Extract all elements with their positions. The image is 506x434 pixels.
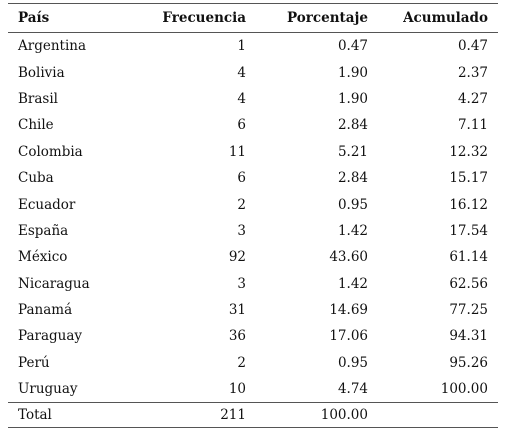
cell-country: Perú <box>18 354 50 371</box>
table-header: País Frecuencia Porcentaje Acumulado <box>8 3 498 33</box>
cell-country: Uruguay <box>18 381 78 398</box>
total-percentage: 100.00 <box>256 402 378 429</box>
cell-cumulative: 2.37 <box>457 64 488 81</box>
cell-frequency: 4 <box>237 64 246 81</box>
table-row: Paraguay 36 17.06 94.31 <box>8 323 498 349</box>
cell-cumulative: 77.25 <box>449 302 488 319</box>
cell-cumulative: 62.56 <box>449 275 488 292</box>
header-row: País Frecuencia Porcentaje Acumulado <box>8 3 498 33</box>
cell-cumulative: 0.47 <box>457 38 488 55</box>
table-row: Cuba 6 2.84 15.17 <box>8 165 498 191</box>
total-row: Total 211 100.00 <box>8 402 498 429</box>
cell-frequency: 3 <box>237 222 246 239</box>
table-row: Panamá 31 14.69 77.25 <box>8 297 498 323</box>
cell-cumulative: 95.26 <box>449 354 488 371</box>
table-row: Colombia 11 5.21 12.32 <box>8 139 498 165</box>
cell-country: España <box>18 222 69 239</box>
cell-country: Bolivia <box>18 64 65 81</box>
cell-country: México <box>18 249 68 266</box>
cell-frequency: 11 <box>228 143 246 160</box>
cell-percentage: 1.90 <box>337 64 368 81</box>
cell-country: Cuba <box>18 170 54 187</box>
cell-percentage: 43.60 <box>329 249 368 266</box>
cell-frequency: 2 <box>237 196 246 213</box>
country-frequency-table: País Frecuencia Porcentaje Acumulado Arg… <box>8 3 498 429</box>
cell-percentage: 0.95 <box>337 196 368 213</box>
table-row: España 3 1.42 17.54 <box>8 218 498 244</box>
total-label: Total <box>8 402 142 429</box>
cell-cumulative: 17.54 <box>449 222 488 239</box>
cell-percentage: 2.84 <box>337 117 368 134</box>
table-footer: Total 211 100.00 <box>8 402 498 429</box>
cell-cumulative: 16.12 <box>449 196 488 213</box>
table-row: Nicaragua 3 1.42 62.56 <box>8 271 498 297</box>
cell-percentage: 14.69 <box>329 302 368 319</box>
table-row: Bolivia 4 1.90 2.37 <box>8 59 498 85</box>
cell-cumulative: 100.00 <box>440 381 488 398</box>
table-row: Chile 6 2.84 7.11 <box>8 112 498 138</box>
cell-frequency: 6 <box>237 117 246 134</box>
cell-percentage: 5.21 <box>337 143 368 160</box>
cell-frequency: 31 <box>228 302 246 319</box>
cell-percentage: 2.84 <box>337 170 368 187</box>
table-row: Ecuador 2 0.95 16.12 <box>8 191 498 217</box>
cell-country: Chile <box>18 117 54 134</box>
cell-country: Nicaragua <box>18 275 90 292</box>
cell-frequency: 1 <box>237 38 246 55</box>
cell-cumulative: 7.11 <box>457 117 488 134</box>
cell-cumulative: 94.31 <box>449 328 488 345</box>
header-cumulative: Acumulado <box>378 3 498 33</box>
cell-cumulative: 61.14 <box>449 249 488 266</box>
cell-percentage: 0.47 <box>337 38 368 55</box>
cell-frequency: 36 <box>228 328 246 345</box>
cell-country: Ecuador <box>18 196 76 213</box>
header-frequency: Frecuencia <box>142 3 256 33</box>
cell-country: Paraguay <box>18 328 83 345</box>
cell-frequency: 3 <box>237 275 246 292</box>
cell-frequency: 6 <box>237 170 246 187</box>
header-country: País <box>8 3 142 33</box>
cell-country: Brasil <box>18 90 58 107</box>
table-body: Argentina 1 0.47 0.47 Bolivia 4 1.90 2.3… <box>8 33 498 403</box>
cell-percentage: 1.90 <box>337 90 368 107</box>
table-row: Brasil 4 1.90 4.27 <box>8 86 498 112</box>
cell-cumulative: 12.32 <box>449 143 488 160</box>
cell-percentage: 1.42 <box>337 222 368 239</box>
cell-country: Colombia <box>18 143 83 160</box>
cell-frequency: 10 <box>228 381 246 398</box>
cell-frequency: 2 <box>237 354 246 371</box>
total-cumulative <box>378 402 498 429</box>
table-row: Uruguay 10 4.74 100.00 <box>8 376 498 403</box>
cell-percentage: 0.95 <box>337 354 368 371</box>
cell-percentage: 17.06 <box>329 328 368 345</box>
cell-cumulative: 4.27 <box>457 90 488 107</box>
cell-percentage: 4.74 <box>337 381 368 398</box>
total-frequency: 211 <box>142 402 256 429</box>
table-row: Argentina 1 0.47 0.47 <box>8 33 498 60</box>
cropped-caption-remnant <box>0 0 506 2</box>
header-percentage: Porcentaje <box>256 3 378 33</box>
cell-cumulative: 15.17 <box>449 170 488 187</box>
table-row: Perú 2 0.95 95.26 <box>8 350 498 376</box>
cell-country: Argentina <box>18 38 87 55</box>
table-row: México 92 43.60 61.14 <box>8 244 498 270</box>
cell-frequency: 4 <box>237 90 246 107</box>
cell-country: Panamá <box>18 302 73 319</box>
cell-percentage: 1.42 <box>337 275 368 292</box>
cell-frequency: 92 <box>228 249 246 266</box>
